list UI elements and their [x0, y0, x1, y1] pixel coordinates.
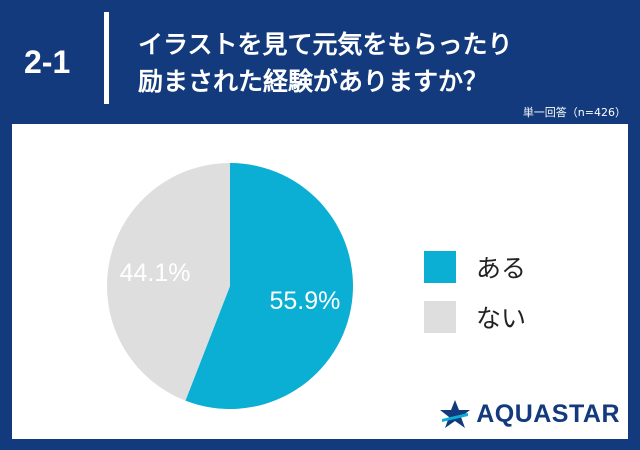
response-meta: 単一回答（n=426） — [522, 106, 626, 119]
pie-slice-nai — [107, 163, 230, 401]
pie-label-nai: 44.1% — [120, 259, 191, 287]
header-divider — [104, 12, 109, 104]
pie-chart: 55.9% 44.1% — [107, 163, 354, 409]
question-number: 2-1 — [24, 44, 71, 80]
legend: ある ない — [424, 250, 526, 350]
legend-swatch-aru — [424, 251, 456, 283]
chart-panel: 55.9% 44.1% ある ない AQUASTAR — [12, 124, 628, 439]
brand-logo: AQUASTAR — [438, 399, 620, 429]
brand-name: AQUASTAR — [476, 399, 620, 428]
legend-item-nai: ない — [424, 300, 526, 334]
pie-label-aru: 55.9% — [270, 287, 341, 315]
legend-swatch-nai — [424, 301, 456, 333]
question-title: イラストを見て元気をもらったり 励まされた経験がありますか？ — [138, 26, 513, 100]
legend-item-aru: ある — [424, 250, 526, 284]
question-line-1: イラストを見て元気をもらったり — [138, 30, 513, 59]
question-line-2: 励まされた経験がありますか？ — [138, 67, 489, 96]
pie-slice-aru — [185, 163, 354, 409]
star-logo-icon — [440, 400, 471, 428]
legend-label-nai: ない — [476, 304, 527, 333]
legend-label-aru: ある — [476, 254, 527, 283]
